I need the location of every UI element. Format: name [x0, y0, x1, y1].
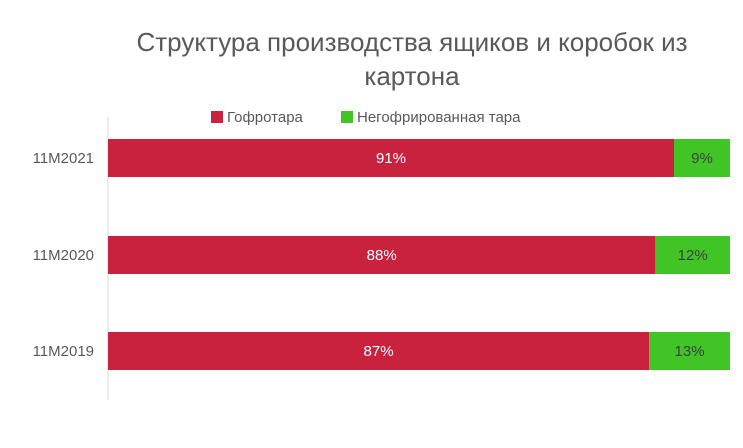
- bar-11M2019-series-2: [649, 332, 730, 370]
- legend-label-2: Негофрированная тара: [357, 109, 521, 126]
- chart-title-line-1: Структура производства ящиков и коробок …: [136, 27, 687, 57]
- category-label-11M2019: 11M2019: [33, 343, 94, 360]
- category-labels: 11M2021 11M2020 11M2019: [33, 150, 94, 360]
- data-label-11M2021-series-2: 9%: [691, 150, 713, 167]
- bar-11M2021-series-2: [674, 139, 730, 177]
- bar-11M2020-series-2: [655, 236, 730, 274]
- legend-swatch-2: [341, 111, 353, 123]
- chart-title: Структура производства ящиков и коробок …: [136, 27, 687, 91]
- legend-item-1: Гофротара: [211, 109, 304, 126]
- bar-11M2019-series-1: [108, 332, 650, 370]
- data-label-11M2019-series-1: 87%: [364, 343, 394, 360]
- legend-swatch-1: [211, 111, 223, 123]
- category-label-11M2021: 11M2021: [33, 150, 94, 167]
- bar-11M2020-series-1: [108, 236, 656, 274]
- legend-item-2: Негофрированная тара: [341, 109, 521, 126]
- legend-label-1: Гофротара: [227, 109, 304, 126]
- bars: 91% 9% 88% 12% 87% 13%: [108, 139, 730, 370]
- data-label-11M2019-series-2: 13%: [675, 343, 705, 360]
- category-label-11M2020: 11M2020: [33, 247, 94, 264]
- data-label-11M2021-series-1: 91%: [376, 150, 406, 167]
- data-label-11M2020-series-1: 88%: [367, 247, 397, 264]
- bar-11M2021-series-1: [108, 139, 675, 177]
- chart-legend: Гофротара Негофрированная тара: [211, 109, 521, 126]
- chart-title-text: Структура производства ящиков и коробок …: [136, 27, 687, 91]
- data-label-11M2020-series-2: 12%: [678, 247, 708, 264]
- chart-title-line-2: картона: [364, 61, 460, 91]
